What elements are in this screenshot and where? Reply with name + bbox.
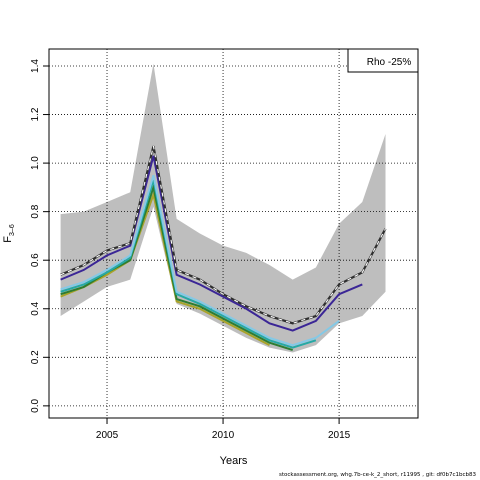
- x-axis-title: Years: [220, 455, 248, 467]
- legend: Rho -25%: [347, 48, 419, 73]
- y-axis-title-subscript: 3–6: [9, 224, 16, 236]
- legend-box: [347, 48, 419, 73]
- confidence-band-area: [60, 63, 386, 353]
- legend-label: Rho -25%: [367, 57, 412, 68]
- series-line-dash-overlay: [60, 145, 386, 324]
- y-tick-label: 0.2: [30, 350, 41, 364]
- series-lines: [60, 145, 387, 351]
- plot-frame: [48, 48, 419, 419]
- y-tick-label: 0.4: [30, 301, 41, 315]
- y-tick-label: 0.0: [30, 398, 41, 412]
- footer-note: stockassessment.org, whg.7b-ce-k_2_short…: [279, 472, 476, 478]
- series-line: [60, 179, 317, 349]
- y-axis-ticks: 0.0 0.2 0.4 0.6 0.8 1.0 1.2 1.4: [30, 59, 49, 413]
- x-tick-label: 2005: [96, 430, 119, 441]
- y-axis-title-main: F: [2, 236, 14, 243]
- y-tick-label: 1.2: [30, 107, 41, 121]
- y-tick-label: 0.6: [30, 253, 41, 267]
- x-tick-label: 2010: [212, 430, 235, 441]
- x-axis-ticks: 2005 2010 2015: [96, 418, 351, 441]
- x-tick-label: 2015: [328, 430, 351, 441]
- y-tick-label: 1.4: [30, 59, 41, 73]
- y-axis-title: F3–6: [2, 224, 16, 243]
- series-line: [60, 174, 340, 347]
- series-line: [60, 155, 363, 332]
- y-tick-label: 0.8: [30, 204, 41, 218]
- y-tick-label: 1.0: [30, 156, 41, 170]
- confidence-band: [60, 63, 386, 353]
